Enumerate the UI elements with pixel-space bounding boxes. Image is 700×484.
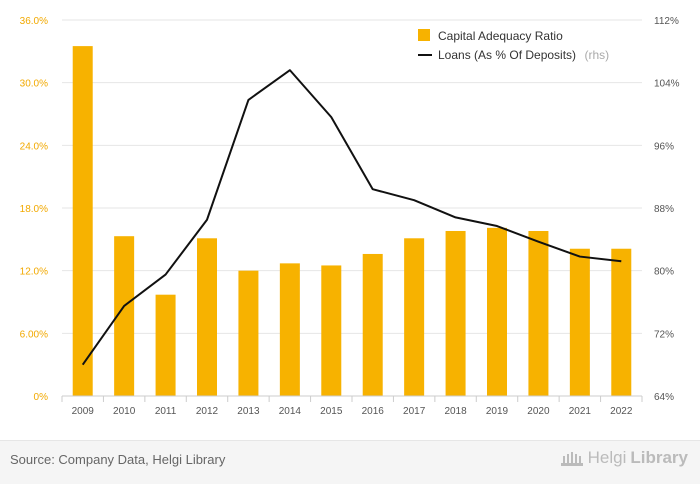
- bar: [155, 294, 176, 396]
- x-tick-label: 2022: [610, 406, 633, 417]
- x-tick-label: 2016: [362, 406, 385, 417]
- y-right-tick-label: 72%: [654, 329, 674, 340]
- x-tick-label: 2015: [320, 406, 343, 417]
- bar: [72, 46, 93, 396]
- y-right-tick-label: 112%: [654, 16, 679, 27]
- x-tick-label: 2019: [486, 406, 509, 417]
- y-right-tick-label: 104%: [654, 79, 680, 90]
- bar: [279, 263, 300, 396]
- y-left-tick-label: 18.0%: [20, 204, 48, 215]
- bar: [238, 270, 259, 396]
- legend-label-bar: Capital Adequacy Ratio: [438, 29, 563, 43]
- x-tick-label: 2014: [279, 406, 302, 417]
- bar: [569, 248, 590, 396]
- x-tick-label: 2020: [527, 406, 550, 417]
- y-left-tick-label: 24.0%: [20, 141, 48, 152]
- bar: [114, 236, 135, 396]
- footer: Source: Company Data, Helgi Library Helg…: [0, 440, 700, 484]
- chart: 0% 64% 6.00% 72% 12.0% 80% 18.0% 88% 24.0% 96% 30.…: [20, 16, 680, 417]
- axes: 0% 64% 6.00% 72% 12.0% 80% 18.0% 88% 24.0% 96% 30.…: [20, 16, 680, 417]
- x-tick-label: 2018: [444, 406, 467, 417]
- bar: [404, 238, 425, 396]
- y-left-tick-label: 12.0%: [20, 267, 48, 278]
- y-left-tick-label: 6.00%: [20, 329, 48, 340]
- logo-text-library: Library: [630, 448, 688, 467]
- source-text: Source: Company Data, Helgi Library: [10, 452, 226, 467]
- bar: [321, 265, 342, 396]
- x-tick-label: 2010: [113, 406, 136, 417]
- bar: [528, 230, 549, 396]
- legend: Capital Adequacy Ratio Loans (As % Of De…: [418, 29, 609, 63]
- legend-swatch-bar: [418, 29, 430, 41]
- bar-series: [72, 46, 632, 396]
- y-left-tick-label: 30.0%: [20, 79, 48, 90]
- x-tick-label: 2009: [72, 406, 95, 417]
- x-tick-label: 2012: [196, 406, 219, 417]
- bar: [487, 227, 507, 396]
- bar: [445, 230, 466, 396]
- bar: [197, 238, 217, 396]
- legend-label-line: Loans (As % Of Deposits): [438, 48, 576, 62]
- y-right-tick-label: 88%: [654, 204, 674, 215]
- x-tick-label: 2017: [403, 406, 426, 417]
- line-series-path: [81, 69, 622, 366]
- helgi-library-logo[interactable]: Helgi Library: [560, 448, 688, 468]
- x-tick-label: 2021: [569, 406, 592, 417]
- x-tick-label: 2013: [237, 406, 260, 417]
- bar: [611, 248, 632, 396]
- y-left-tick-label: 0%: [34, 392, 49, 403]
- logo-text-helgi: Helgi: [587, 448, 627, 467]
- y-right-tick-label: 80%: [654, 267, 674, 278]
- bar: [362, 253, 383, 396]
- y-right-tick-label: 64%: [654, 392, 674, 403]
- x-tick-label: 2011: [155, 406, 177, 417]
- y-left-tick-label: 36.0%: [20, 16, 48, 27]
- y-right-tick-label: 96%: [654, 141, 674, 152]
- library-building-icon: [560, 452, 583, 466]
- legend-label-line-row: Loans (As % Of Deposits) (rhs): [438, 46, 609, 63]
- legend-label-line-suffix: (rhs): [585, 48, 610, 62]
- line-series: [81, 69, 622, 366]
